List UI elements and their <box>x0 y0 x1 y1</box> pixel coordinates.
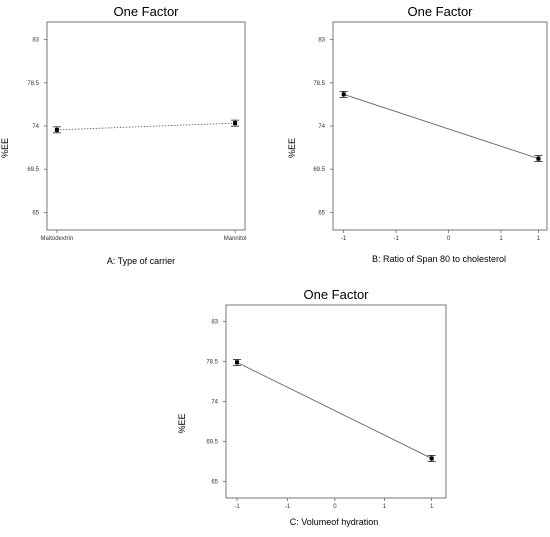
y-tick-label: 78.5 <box>206 359 218 365</box>
chart-title: One Factor <box>407 4 473 19</box>
data-point <box>233 358 241 366</box>
y-tick-label: 69.5 <box>206 440 218 446</box>
series-line <box>343 93 539 160</box>
y-tick-label: 74 <box>318 124 325 130</box>
y-axis-label: %EE <box>177 413 187 433</box>
x-tick-label: -1 <box>285 504 291 510</box>
x-tick-label: -1 <box>234 504 240 510</box>
y-tick-label: 74 <box>32 124 39 130</box>
x-axis-label: A: Type of carrier <box>107 256 175 266</box>
plot-frame <box>225 304 447 499</box>
x-tick-label: -1 <box>393 236 399 242</box>
data-marker <box>536 156 541 161</box>
y-tick-label: 65 <box>318 210 325 216</box>
data-point <box>52 126 61 134</box>
chart-title: One Factor <box>113 4 179 19</box>
x-tick-label: 0 <box>333 504 337 510</box>
y-tick-label: 69.5 <box>27 167 39 173</box>
x-axis-label: C: Volumeof hydration <box>290 517 379 527</box>
series-line <box>236 361 432 459</box>
x-tick-label: 1 <box>383 504 387 510</box>
chart-title: One Factor <box>303 287 369 302</box>
y-tick-label: 83 <box>211 319 218 325</box>
y-axis-label: %EE <box>0 138 10 158</box>
y-tick-label: 65 <box>211 480 218 486</box>
x-tick-label: Mannitol <box>224 236 247 242</box>
x-tick-label: Maltodextrin <box>41 236 74 242</box>
y-tick-label: 78.5 <box>313 81 325 87</box>
y-tick-label: 78.5 <box>27 81 39 87</box>
y-axis-label: %EE <box>287 138 297 158</box>
y-tick-label: 83 <box>32 38 39 44</box>
x-tick-label: -1 <box>341 236 347 242</box>
data-point <box>534 155 543 162</box>
data-point <box>339 90 348 98</box>
x-tick-label: 1 <box>499 236 503 242</box>
y-tick-label: 83 <box>318 38 325 44</box>
data-point <box>427 455 436 462</box>
data-marker <box>54 127 59 132</box>
x-tick-label: 1 <box>430 504 434 510</box>
data-marker <box>429 456 434 461</box>
y-tick-label: 74 <box>211 400 218 406</box>
data-marker <box>235 360 239 365</box>
data-marker <box>233 121 238 126</box>
data-marker <box>341 92 346 97</box>
x-axis-label: B: Ratio of Span 80 to cholesterol <box>372 254 506 264</box>
y-tick-label: 65 <box>32 210 39 216</box>
y-tick-label: 69.5 <box>313 167 325 173</box>
x-tick-label: 1 <box>537 236 541 242</box>
x-tick-label: 0 <box>447 236 451 242</box>
data-point <box>231 119 240 127</box>
